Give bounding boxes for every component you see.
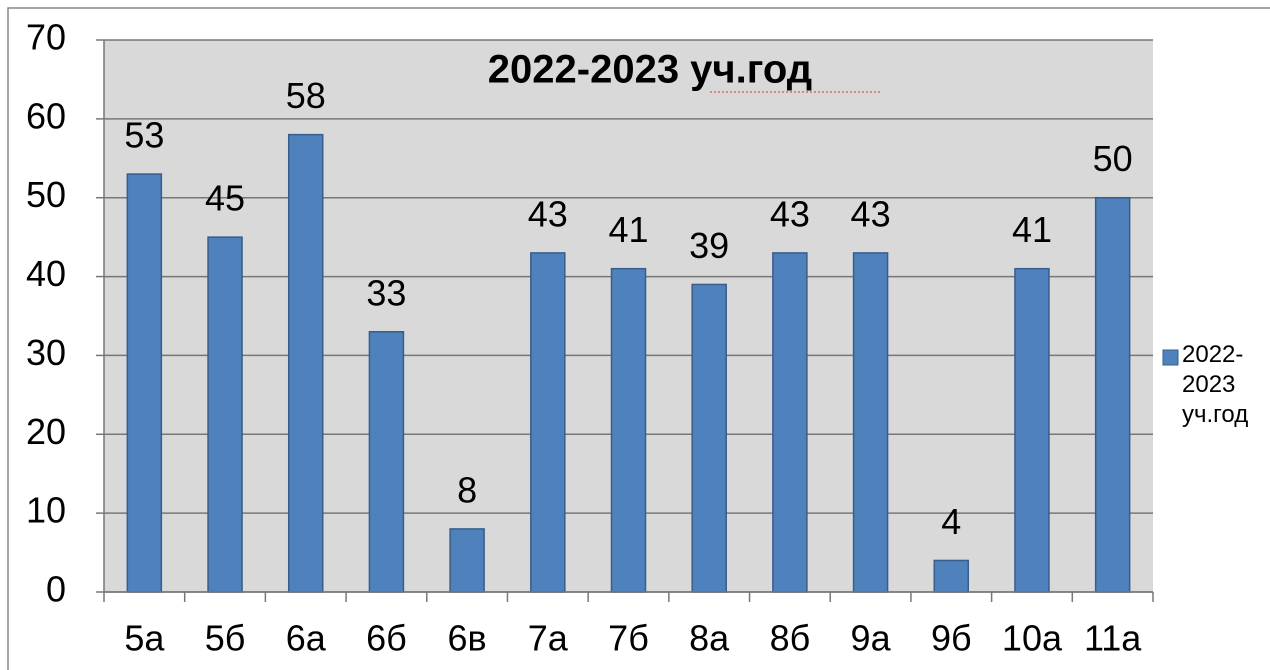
bar xyxy=(287,133,324,593)
bar xyxy=(691,283,727,593)
bar xyxy=(772,252,808,593)
bar xyxy=(126,173,163,593)
x-tick-label: 9б xyxy=(931,618,972,659)
x-tick-label: 11а xyxy=(1084,618,1142,659)
x-tick-label: 8а xyxy=(689,618,730,659)
x-tick-label: 5б xyxy=(205,618,246,659)
data-label: 41 xyxy=(1012,209,1052,250)
x-tick-label: 6в xyxy=(448,618,487,659)
y-tick-label: 10 xyxy=(26,490,66,531)
legend-swatch xyxy=(1162,349,1179,366)
bar xyxy=(530,252,566,593)
bar xyxy=(1014,267,1050,593)
bar xyxy=(368,331,405,593)
data-label: 4 xyxy=(941,501,961,542)
x-tick-label: 10а xyxy=(1002,618,1063,659)
y-tick-label: 40 xyxy=(26,253,66,294)
bar xyxy=(1094,196,1131,593)
bar xyxy=(610,267,647,593)
data-label: 33 xyxy=(366,272,406,313)
data-label: 43 xyxy=(528,193,568,234)
x-tick-label: 8б xyxy=(770,618,811,659)
data-label: 53 xyxy=(124,115,164,156)
x-tick-label: 9а xyxy=(851,618,892,659)
chart-title: 2022-2023 уч.год xyxy=(488,48,812,92)
bar xyxy=(449,528,485,593)
x-tick-label: 7а xyxy=(528,618,569,659)
data-label: 50 xyxy=(1093,138,1133,179)
data-label: 58 xyxy=(286,75,326,116)
x-tick-label: 7б xyxy=(608,618,649,659)
y-tick-label: 60 xyxy=(26,95,66,136)
data-label: 43 xyxy=(851,193,891,234)
bar xyxy=(207,236,243,593)
x-tick-label: 6а xyxy=(286,618,327,659)
legend-entry: 2022-2023 уч.год xyxy=(1182,341,1249,428)
y-tick-label: 70 xyxy=(26,17,66,58)
data-label: 45 xyxy=(205,178,245,219)
y-tick-label: 50 xyxy=(26,174,66,215)
bar xyxy=(852,252,889,593)
y-tick-label: 30 xyxy=(26,332,66,373)
legend-label: 2022-2023 уч.год xyxy=(1182,341,1249,428)
data-label: 39 xyxy=(689,225,729,266)
x-tick-label: 5а xyxy=(124,618,165,659)
y-tick-label: 0 xyxy=(46,569,66,610)
data-label: 8 xyxy=(457,469,477,510)
data-label: 41 xyxy=(608,209,648,250)
x-tick-label: 6б xyxy=(366,618,407,659)
y-tick-label: 20 xyxy=(26,411,66,452)
bar xyxy=(933,559,970,593)
data-label: 43 xyxy=(770,193,810,234)
